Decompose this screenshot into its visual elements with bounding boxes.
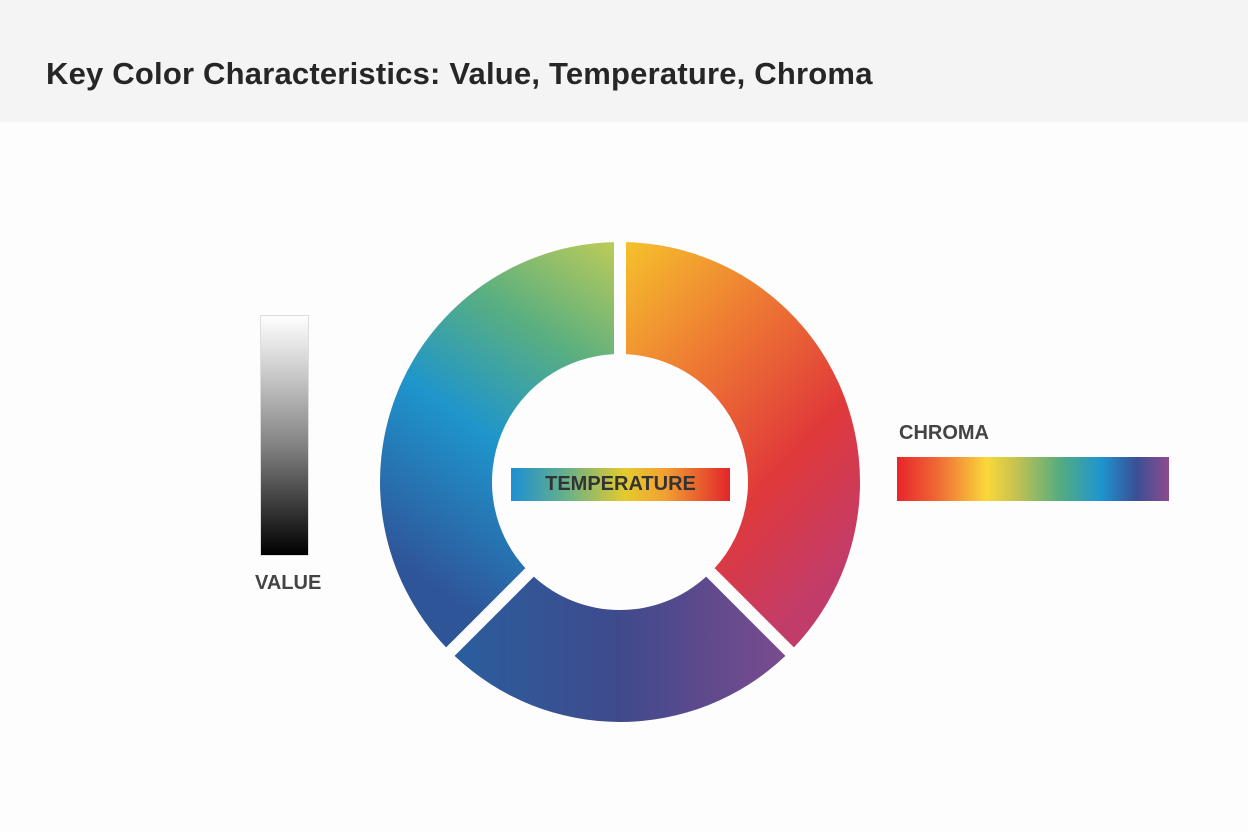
wheel-segment-cool — [380, 242, 615, 648]
header-bar: Key Color Characteristics: Value, Temper… — [0, 0, 1248, 122]
chroma-label: CHROMA — [899, 422, 989, 444]
value-label: VALUE — [255, 572, 322, 594]
page-title: Key Color Characteristics: Value, Temper… — [46, 56, 873, 91]
chroma-gradient-bar — [897, 457, 1169, 501]
wheel-segment-warm — [625, 242, 861, 648]
wheel-segment-bottom — [454, 576, 786, 722]
value-gradient-bar — [260, 315, 309, 556]
temperature-label: TEMPERATURE — [545, 473, 696, 495]
temperature-gradient-bar: TEMPERATURE — [511, 468, 730, 501]
